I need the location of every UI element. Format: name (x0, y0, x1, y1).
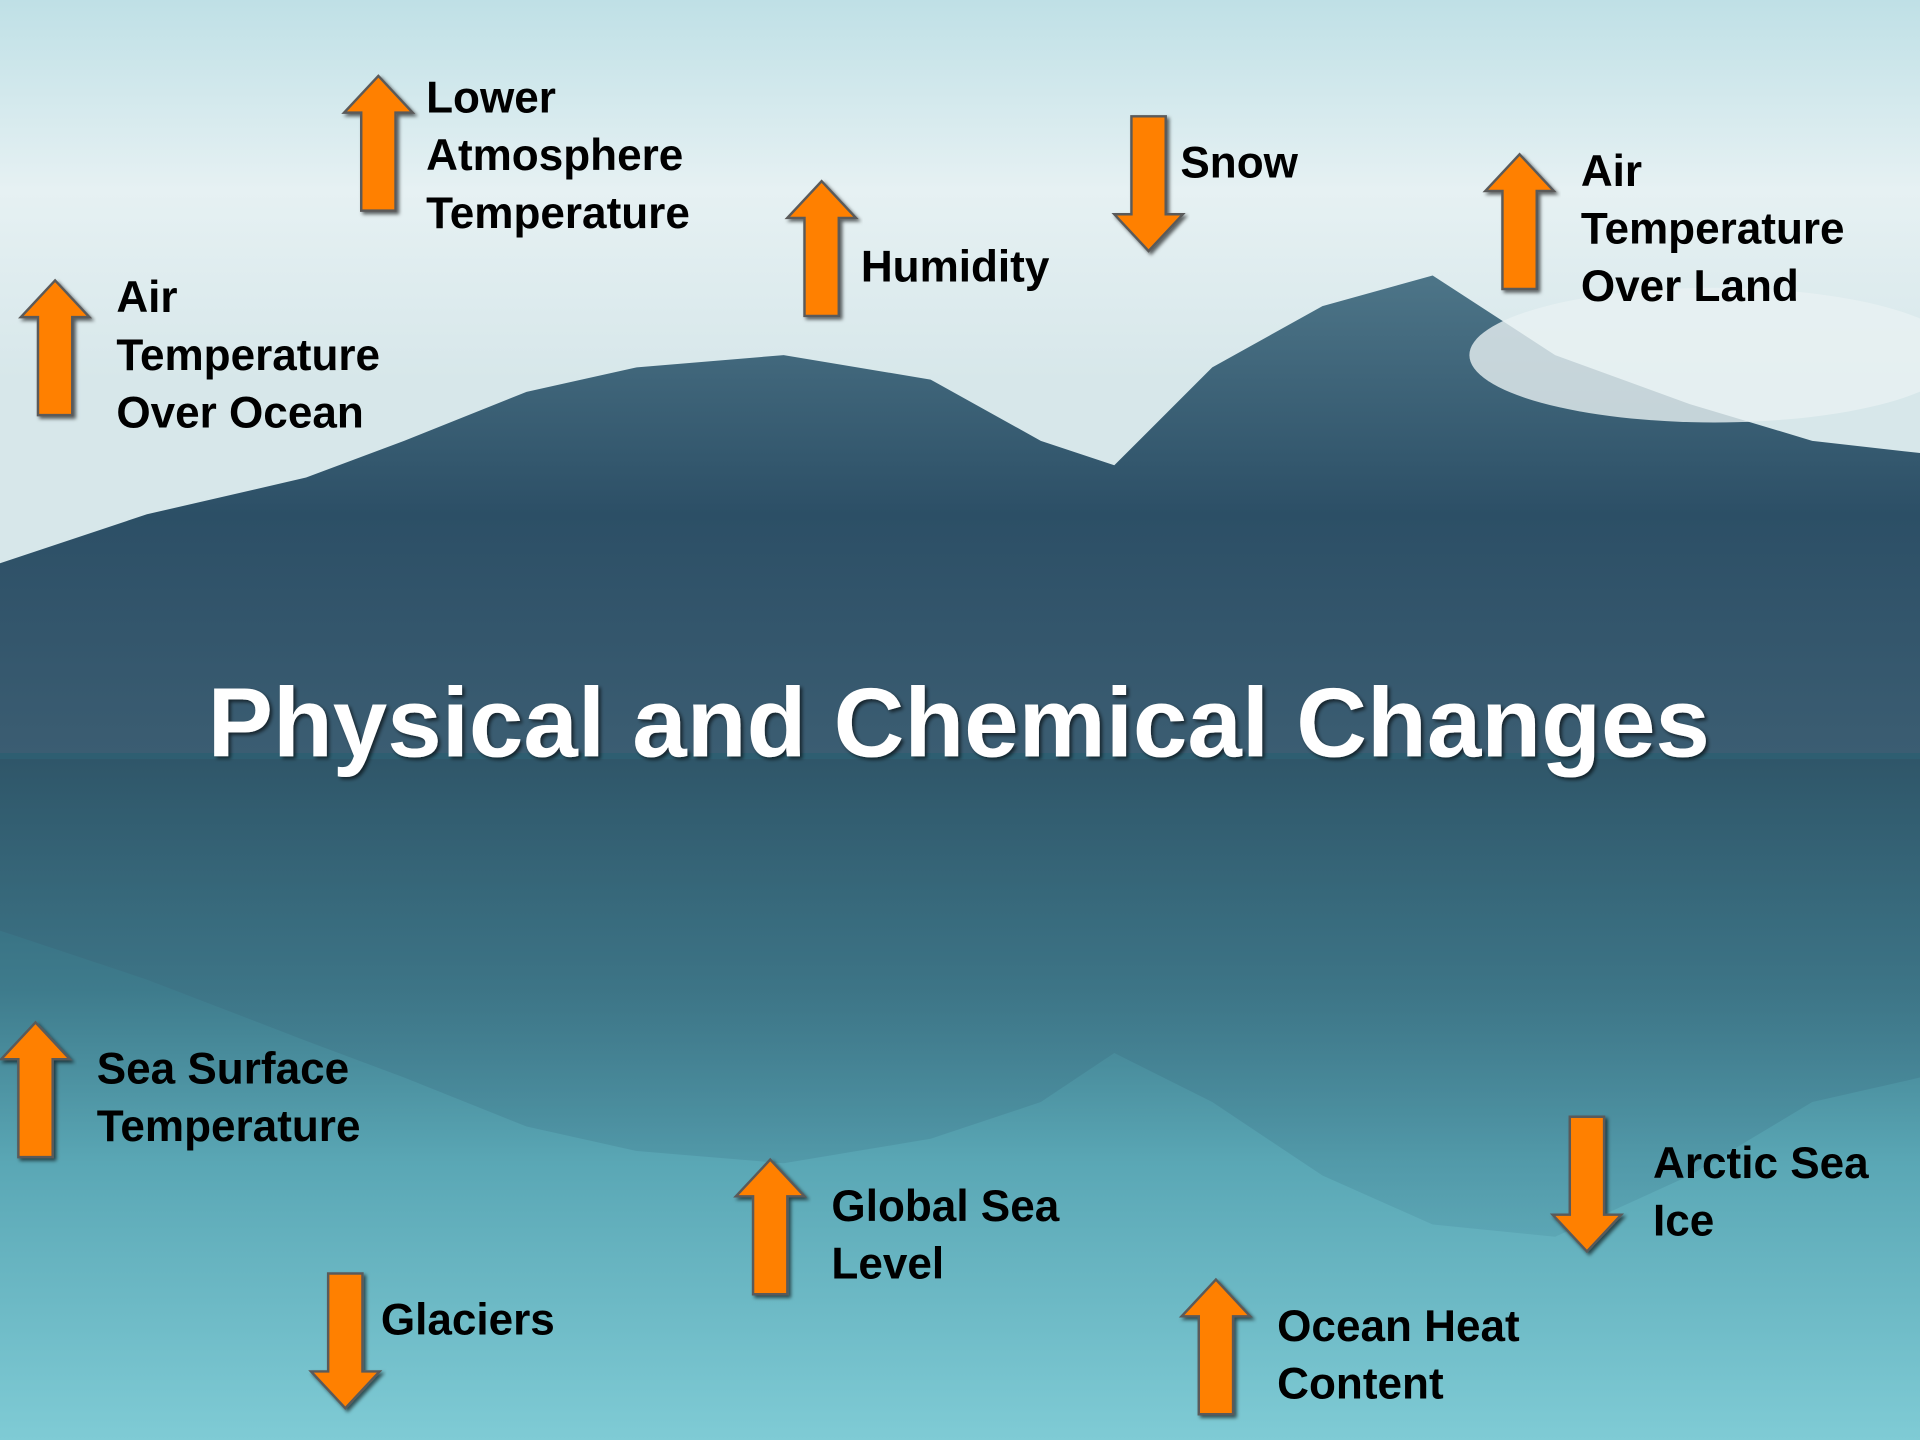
item-label: Content (1277, 1359, 1444, 1408)
item-label: Glaciers (381, 1296, 555, 1345)
item-label: Lower (426, 74, 556, 123)
item-label: Over Land (1581, 262, 1799, 311)
slide: Physical and Chemical Changes Lower Atmos… (0, 0, 1920, 1440)
item-label: Temperature (1581, 205, 1845, 254)
item-label: Sea Surface (97, 1045, 349, 1094)
item-label: Temperature (116, 331, 380, 380)
item-label: Temperature (426, 189, 690, 238)
item-label: Snow (1180, 139, 1298, 188)
item-label: Ice (1653, 1197, 1714, 1246)
page: {"title": "Physical and Chemical Changes… (0, 0, 1920, 1440)
item-label: Global Sea (831, 1182, 1059, 1231)
item-label: Air (1581, 147, 1642, 196)
item-label: Air (116, 273, 177, 322)
item-label: Ocean Heat (1277, 1302, 1520, 1351)
item-label: Level (831, 1239, 944, 1288)
item-label: Temperature (97, 1102, 361, 1151)
title: Physical and Chemical Changes (208, 668, 1710, 778)
item-label: Arctic Sea (1653, 1139, 1869, 1188)
item-label: Atmosphere (426, 131, 683, 180)
item-label: Over Ocean (116, 388, 363, 437)
item-label: Humidity (861, 243, 1050, 292)
